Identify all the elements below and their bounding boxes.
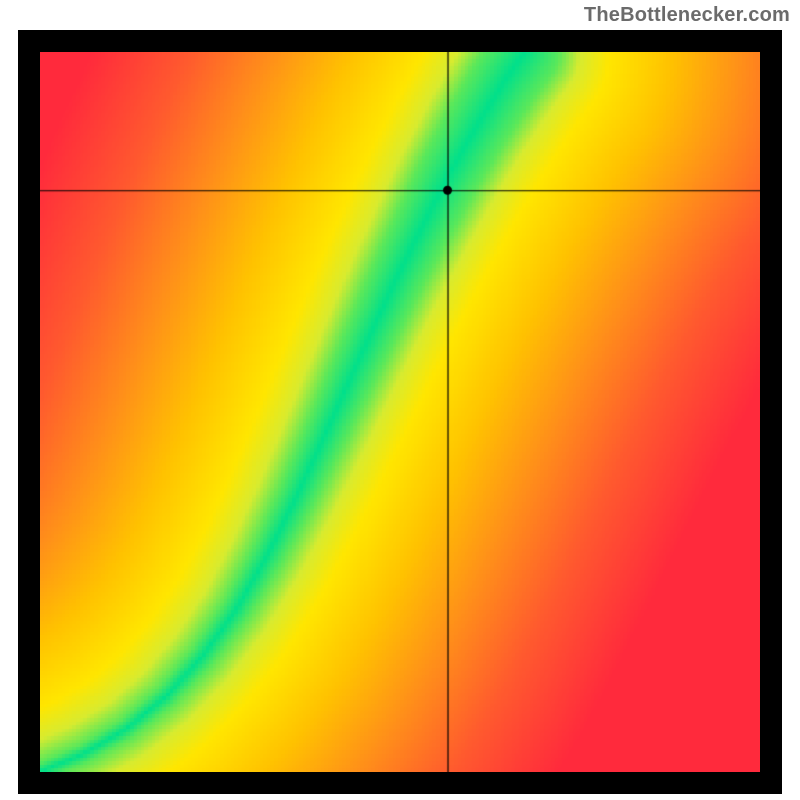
heatmap-frame bbox=[18, 30, 782, 794]
watermark-text: TheBottlenecker.com bbox=[584, 4, 790, 27]
bottleneck-heatmap bbox=[40, 52, 760, 772]
figure-root: TheBottlenecker.com bbox=[0, 0, 800, 800]
